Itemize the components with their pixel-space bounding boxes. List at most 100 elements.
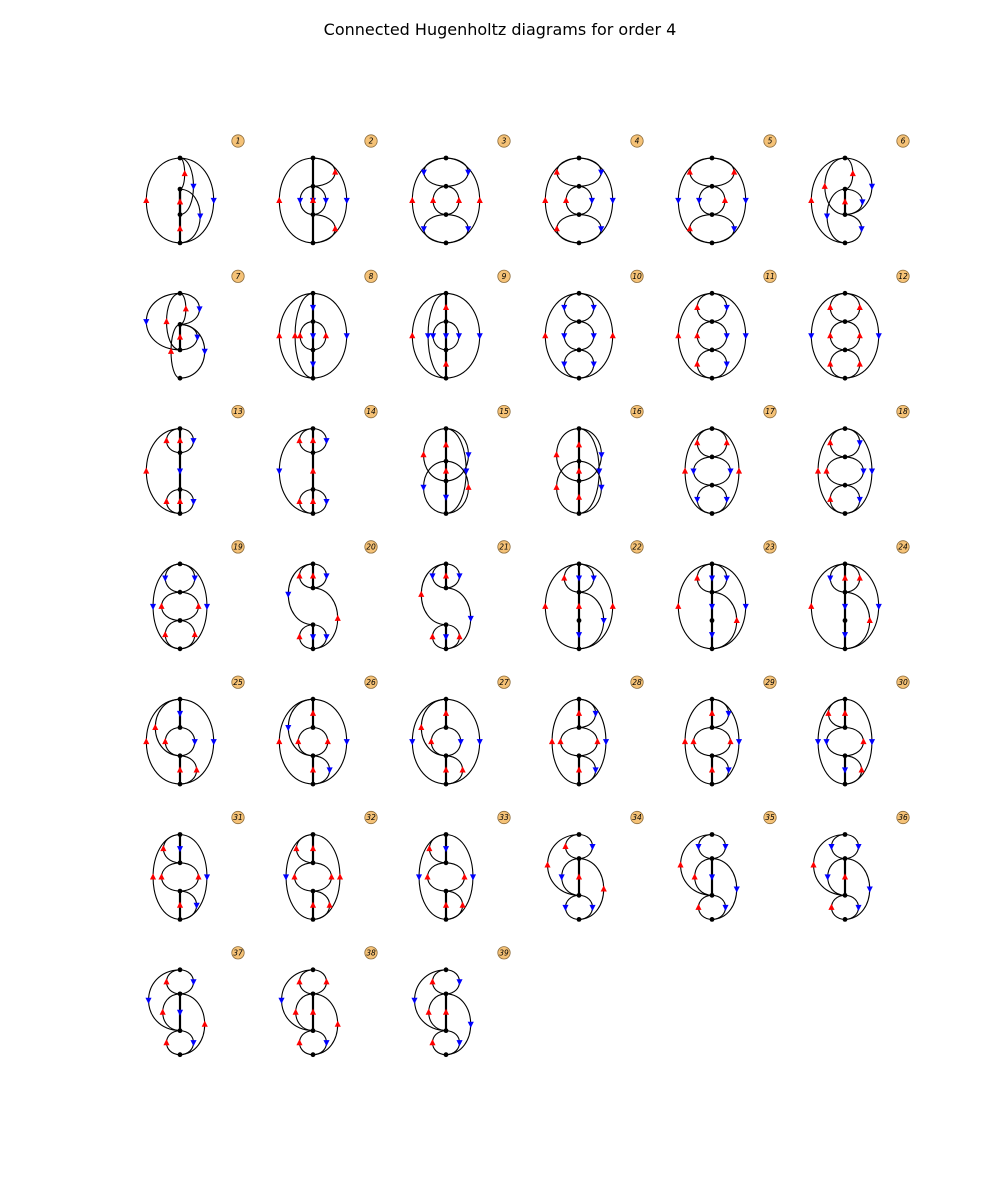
arrow-down-icon [823, 739, 830, 746]
propagator-line [145, 292, 181, 351]
arrow-up-icon [291, 873, 298, 880]
arrow-down-icon [411, 997, 418, 1004]
diagram-number-badge [364, 946, 378, 960]
arrow-down-icon [194, 334, 201, 341]
arrow-down-icon [424, 333, 432, 340]
propagator-line [561, 858, 580, 896]
diagram-number: 26 [366, 678, 376, 687]
arrow-down-icon [808, 333, 815, 340]
hugenholtz-diagram: 1 [143, 134, 245, 246]
diagram-number-badge [896, 134, 910, 148]
hugenholtz-diagram: 38 [278, 946, 378, 1058]
interaction-vertex [177, 290, 183, 296]
arrow-down-icon [145, 997, 152, 1004]
diagram-number: 25 [233, 678, 243, 687]
propagator-line [179, 323, 206, 379]
propagator-line [826, 456, 846, 486]
hugenholtz-diagram: 35 [677, 810, 777, 922]
arrow-down-icon [725, 767, 732, 774]
hugenholtz-diagram: 23 [675, 540, 777, 652]
interaction-vertex [310, 347, 316, 353]
propagator-line [844, 563, 861, 593]
arrow-up-icon [827, 360, 834, 367]
arrow-up-icon [418, 590, 425, 597]
arrow-up-icon [332, 225, 339, 232]
arrow-up-icon [176, 333, 184, 340]
arrow-up-icon [442, 467, 450, 474]
propagator-line [285, 833, 314, 920]
arrow-up-icon [561, 574, 568, 581]
propagator-line [312, 157, 336, 187]
arrow-down-icon [694, 496, 701, 503]
arrow-up-icon [542, 196, 549, 203]
interaction-vertex [443, 458, 449, 464]
interaction-vertex [709, 589, 715, 595]
interaction-vertex [310, 212, 316, 218]
arrow-down-icon [589, 904, 596, 911]
propagator-line [696, 563, 713, 593]
interaction-vertex [177, 511, 183, 516]
arrow-up-icon [309, 901, 317, 908]
interaction-vertex [443, 832, 449, 837]
arrow-up-icon [553, 168, 560, 175]
diagram-number: 29 [765, 678, 775, 687]
arrow-down-icon [875, 333, 882, 340]
interaction-vertex [709, 856, 715, 861]
interaction-vertex [177, 991, 183, 997]
arrow-up-icon [143, 467, 150, 474]
interaction-vertex [709, 183, 715, 189]
arrow-down-icon [695, 844, 702, 851]
interaction-vertex [443, 991, 449, 997]
arrow-up-icon [841, 873, 849, 880]
interaction-vertex [443, 212, 449, 218]
interaction-vertex [842, 856, 848, 861]
interaction-vertex [443, 646, 449, 652]
interaction-vertex [842, 347, 848, 353]
diagram-number: 11 [765, 272, 775, 281]
arrow-up-icon [176, 437, 184, 444]
hugenholtz-diagram: 34 [544, 810, 644, 922]
interaction-vertex [443, 860, 449, 866]
interaction-vertex [576, 212, 582, 218]
arrow-down-icon [442, 333, 450, 340]
interaction-vertex [576, 856, 582, 861]
arrow-up-icon [821, 182, 828, 189]
propagator-line [161, 862, 181, 892]
interaction-vertex [576, 347, 582, 353]
propagator-line [711, 185, 726, 216]
interaction-vertex [177, 561, 183, 567]
arrow-up-icon [562, 196, 570, 203]
propagator-line [544, 157, 580, 244]
arrow-down-icon [558, 874, 565, 881]
arrow-up-icon [296, 437, 303, 444]
propagator-line [165, 428, 181, 454]
propagator-line [299, 185, 314, 216]
arrow-down-icon [323, 498, 330, 506]
propagator-line [163, 833, 181, 864]
propagator-line [563, 321, 580, 351]
propagator-line [445, 214, 469, 244]
diagram-number-badge [896, 810, 910, 825]
propagator-line [689, 214, 713, 244]
interaction-vertex [709, 426, 715, 431]
arrow-up-icon [542, 602, 549, 609]
diagram-number: 22 [632, 543, 642, 552]
arrow-down-icon [442, 494, 450, 501]
arrow-down-icon [176, 710, 184, 717]
arrow-up-icon [575, 467, 583, 474]
diagram-number-badge [497, 946, 511, 960]
hugenholtz-diagram: 36 [810, 810, 910, 922]
propagator-line [152, 833, 181, 920]
arrow-down-icon [456, 573, 463, 580]
interaction-vertex [576, 561, 582, 567]
interaction-vertex [709, 696, 715, 702]
propagator-line [179, 188, 201, 244]
propagator-line [829, 349, 846, 379]
propagator-line [445, 862, 465, 892]
propagator-line [287, 563, 314, 626]
propagator-line [551, 698, 580, 785]
propagator-line [711, 157, 747, 244]
arrow-down-icon [742, 197, 749, 205]
arrow-up-icon [296, 1039, 303, 1046]
interaction-vertex [842, 589, 848, 595]
